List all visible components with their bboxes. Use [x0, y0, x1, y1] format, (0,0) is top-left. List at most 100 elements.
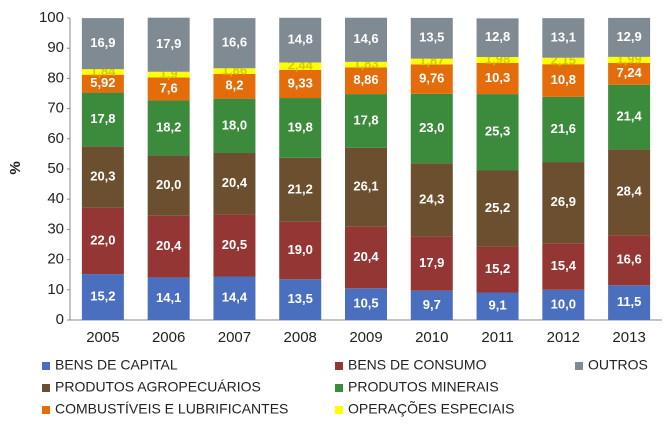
- data-label: 22,0: [90, 232, 115, 247]
- bar-segment: [410, 64, 453, 94]
- data-label: 9,1: [489, 298, 507, 313]
- data-label: 20,4: [156, 238, 182, 253]
- x-tick-label: 2012: [547, 329, 580, 346]
- legend-label: OPERAÇÕES ESPECIAIS: [348, 401, 515, 417]
- data-label: 14,1: [156, 290, 181, 305]
- bar-segment: [476, 18, 519, 58]
- data-label: 25,2: [485, 200, 510, 215]
- x-tick-label: 2009: [349, 329, 382, 346]
- y-tick-label: 50: [47, 160, 64, 177]
- bar-segment: [147, 155, 190, 216]
- bar-segment: [345, 94, 387, 148]
- data-label: 15,2: [90, 288, 115, 303]
- bar-segment: [608, 235, 651, 286]
- data-label: 13,5: [419, 30, 444, 45]
- legend-label: BENS DE CAPITAL: [55, 357, 178, 373]
- bar-segment: [213, 152, 256, 215]
- bar-segment: [476, 170, 519, 247]
- bar-segment: [608, 17, 651, 57]
- data-label: 17,9: [419, 255, 444, 270]
- data-label: 13,1: [551, 29, 576, 44]
- x-tick-label: 2008: [284, 329, 317, 346]
- bar-segment: [608, 149, 651, 236]
- y-tick-label: 0: [56, 311, 64, 328]
- bar-segment: [345, 61, 387, 68]
- bar-segment: [345, 226, 387, 289]
- bar-segment: [213, 73, 256, 99]
- bar-segment: [608, 84, 651, 150]
- y-tick-label: 70: [47, 100, 64, 117]
- data-label: 12,9: [616, 29, 641, 44]
- data-label: 18,0: [222, 117, 247, 132]
- data-label: 17,8: [90, 111, 115, 126]
- data-label: 10,0: [551, 296, 576, 311]
- data-label: 26,9: [551, 194, 576, 209]
- legend-swatch: [575, 362, 583, 370]
- bar-segment: [147, 77, 190, 101]
- y-tick-label: 80: [47, 69, 64, 86]
- legend-swatch: [335, 362, 343, 370]
- bar-segment: [542, 96, 585, 163]
- bar-segment: [410, 17, 453, 59]
- bar-segment: [608, 62, 651, 85]
- data-label: 5,92: [90, 75, 115, 90]
- y-tick-label: 10: [47, 281, 64, 298]
- bar-segment: [410, 163, 453, 237]
- data-label: 10,8: [551, 72, 576, 87]
- y-tick-label: 60: [47, 130, 64, 147]
- bar-segment: [542, 243, 585, 290]
- data-label: 23,0: [419, 120, 444, 135]
- legend-label: BENS DE CONSUMO: [348, 357, 487, 373]
- data-label: 15,4: [551, 258, 577, 273]
- bar-segment: [147, 17, 190, 72]
- data-label: 17,9: [156, 36, 181, 51]
- x-tick-label: 2007: [218, 329, 251, 346]
- y-tick-label: 30: [47, 220, 64, 237]
- bar-segment: [147, 215, 190, 278]
- x-tick-label: 2010: [415, 329, 448, 346]
- data-label: 21,6: [551, 121, 576, 136]
- data-label: 13,5: [288, 291, 313, 306]
- bar-segment: [476, 94, 519, 171]
- data-label: 9,33: [288, 75, 313, 90]
- bar-segment: [147, 100, 190, 156]
- bar-segment: [81, 207, 124, 275]
- data-label: 14,8: [288, 32, 313, 47]
- y-tick-label: 20: [47, 251, 64, 268]
- data-label: 19,8: [288, 119, 313, 134]
- y-tick-label: 100: [39, 9, 64, 26]
- bar-segment: [147, 277, 190, 320]
- legend-swatch: [335, 384, 343, 392]
- data-label: 7,24: [616, 65, 642, 80]
- bar-segment: [279, 221, 322, 280]
- bar-segment: [147, 71, 190, 78]
- bar-segment: [410, 290, 453, 320]
- bar-segment: [279, 17, 322, 63]
- x-tick-label: 2013: [612, 329, 645, 346]
- bar-segment: [410, 58, 453, 65]
- x-tick-label: 2011: [481, 329, 513, 346]
- bar-segment: [279, 69, 322, 99]
- y-tick-label: 90: [47, 39, 64, 56]
- data-label: 8,2: [225, 78, 243, 93]
- data-label: 10,5: [353, 296, 378, 311]
- bar-segment: [345, 147, 387, 227]
- data-label: 17,8: [353, 112, 378, 127]
- legend-label: OUTROS: [588, 357, 648, 373]
- bar-segment: [213, 68, 256, 74]
- data-label: 20,0: [156, 177, 181, 192]
- data-label: 9,76: [419, 71, 444, 86]
- data-label: 16,9: [90, 35, 115, 50]
- y-tick-label: 40: [47, 190, 64, 207]
- bar-segment: [81, 69, 124, 75]
- bar-segment: [476, 246, 519, 293]
- bar-segment: [476, 62, 519, 95]
- legend-swatch: [42, 384, 50, 392]
- data-label: 25,3: [485, 124, 510, 139]
- bar-segment: [81, 274, 124, 320]
- bar-segment: [279, 98, 322, 158]
- legend-swatch: [42, 406, 50, 414]
- bar-segment: [410, 93, 453, 164]
- data-label: 21,2: [288, 181, 313, 196]
